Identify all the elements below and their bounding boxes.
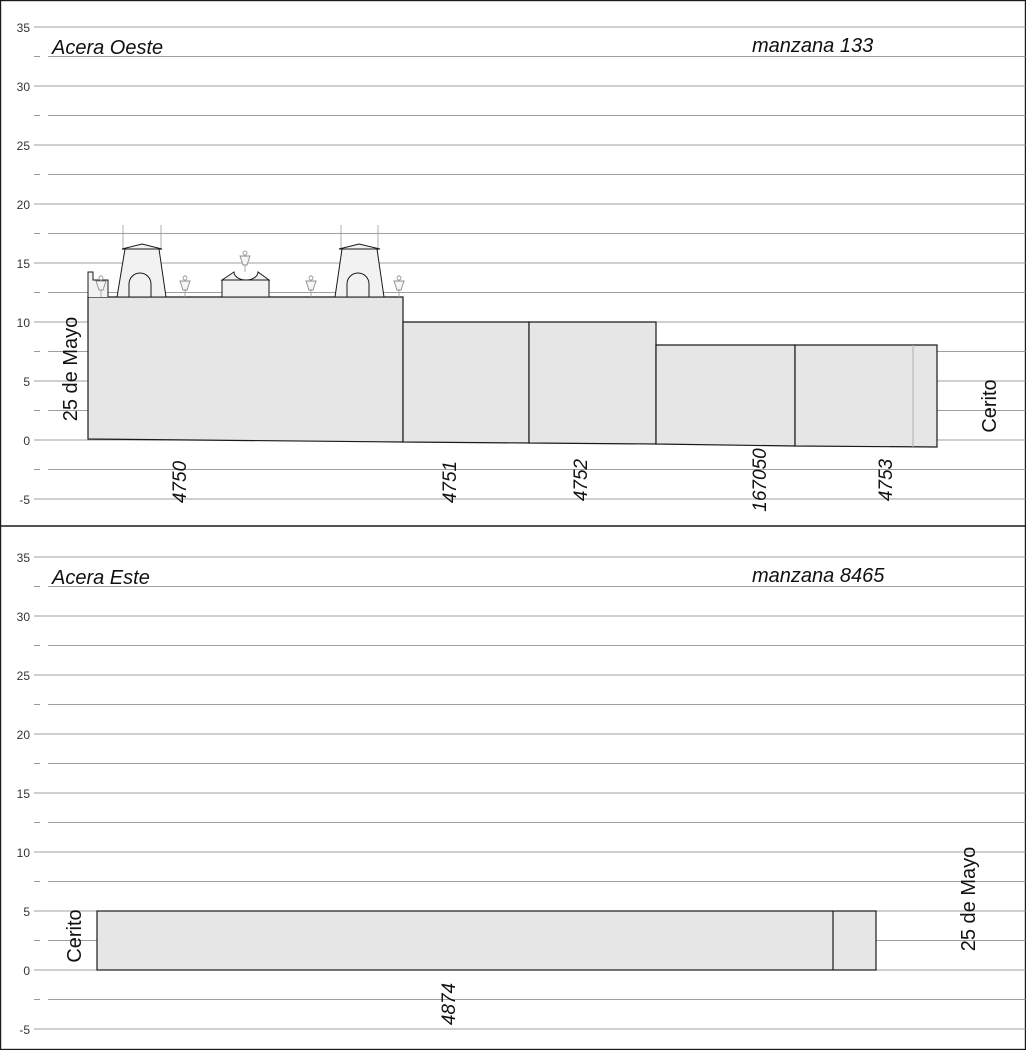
tick-label: -5: [19, 493, 30, 507]
tick-label: 10: [17, 846, 31, 860]
left-street-label: Cerito: [64, 909, 86, 962]
center-pedestal: [221, 279, 270, 298]
tick-label: 20: [17, 728, 31, 742]
tick-label: 35: [17, 551, 31, 565]
tower-cap: [121, 243, 163, 250]
tick-label: 20: [17, 198, 31, 212]
building-lot-4752: [528, 321, 657, 445]
tick-label: 30: [17, 80, 31, 94]
lamp-ornament-icon: [239, 250, 251, 272]
lot-number-label: 4750: [170, 460, 191, 503]
tower-arch: [128, 272, 152, 298]
right-street-label: 25 de Mayo: [958, 847, 980, 952]
tick-label: -5: [19, 1023, 30, 1037]
tick-label: 10: [17, 316, 31, 330]
tick-label: 15: [17, 787, 31, 801]
panel-acera-oeste: 35 30 25 20 15 10 5 0 -5 Acera Oeste man…: [17, 21, 1026, 512]
building-lot-4750: [87, 296, 404, 443]
tower-arch: [346, 272, 370, 298]
tick-label: 25: [17, 669, 31, 683]
building-lot-167050: [655, 344, 796, 447]
lot-number-label: 4753: [876, 458, 897, 501]
height-axis-oeste: 35 30 25 20 15 10 5 0 -5: [17, 21, 31, 507]
center-dome: [220, 271, 271, 281]
lamp-ornament-icon: [305, 275, 317, 297]
tick-label: 0: [23, 964, 30, 978]
building-lot-4751: [402, 321, 530, 444]
lot-number-label: 4752: [571, 458, 592, 501]
left-street-label: 25 de Mayo: [60, 317, 82, 422]
lamp-ornament-icon: [179, 275, 191, 297]
tower-cap: [338, 243, 381, 250]
building-facades-oeste: [87, 296, 938, 448]
panel-acera-este: 35 30 25 20 15 10 5 0 -5 Acera Este manz…: [17, 551, 1026, 1037]
building-lot-4753: [794, 344, 938, 448]
tick-label: 0: [23, 434, 30, 448]
rooftop-ornaments: [87, 225, 405, 298]
block-label: manzana 133: [752, 35, 873, 57]
tick-label: 5: [23, 375, 30, 389]
lot-number-label: 4874: [439, 983, 460, 1025]
tick-label: 30: [17, 610, 31, 624]
lamp-ornament-icon: [95, 275, 107, 297]
tick-label: 35: [17, 21, 31, 35]
sidewalk-label: Acera Este: [51, 567, 150, 589]
building-lot-4874: [96, 910, 877, 971]
building-facades-este: [96, 910, 877, 971]
sidewalk-label: Acera Oeste: [51, 37, 163, 59]
tick-label: 5: [23, 905, 30, 919]
lot-number-label: 167050: [750, 448, 771, 512]
lot-number-label: 4751: [440, 461, 461, 503]
tick-label: 25: [17, 139, 31, 153]
right-street-label: Cerito: [979, 379, 1001, 432]
height-axis-este: 35 30 25 20 15 10 5 0 -5: [17, 551, 31, 1037]
lamp-ornament-icon: [393, 275, 405, 297]
tick-label: 15: [17, 257, 31, 271]
block-label: manzana 8465: [752, 565, 885, 587]
